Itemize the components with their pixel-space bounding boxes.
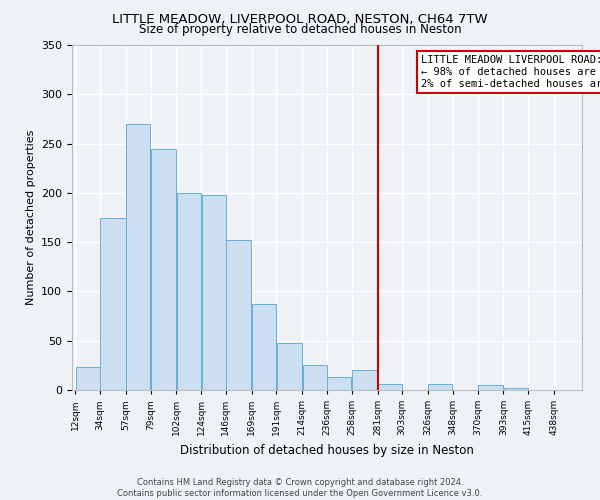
- Bar: [126, 124, 150, 390]
- Bar: [226, 240, 251, 390]
- Text: Contains HM Land Registry data © Crown copyright and database right 2024.
Contai: Contains HM Land Registry data © Crown c…: [118, 478, 482, 498]
- Text: Size of property relative to detached houses in Neston: Size of property relative to detached ho…: [139, 22, 461, 36]
- Bar: [504, 388, 528, 390]
- Bar: [352, 370, 377, 390]
- Y-axis label: Number of detached properties: Number of detached properties: [26, 130, 35, 305]
- Bar: [428, 384, 452, 390]
- Bar: [328, 377, 352, 390]
- Bar: [478, 385, 503, 390]
- Bar: [76, 368, 100, 390]
- Text: LITTLE MEADOW, LIVERPOOL ROAD, NESTON, CH64 7TW: LITTLE MEADOW, LIVERPOOL ROAD, NESTON, C…: [112, 12, 488, 26]
- Bar: [277, 342, 302, 390]
- Bar: [252, 304, 276, 390]
- Bar: [100, 218, 125, 390]
- Bar: [302, 366, 326, 390]
- Bar: [177, 193, 201, 390]
- X-axis label: Distribution of detached houses by size in Neston: Distribution of detached houses by size …: [180, 444, 474, 456]
- Bar: [378, 384, 402, 390]
- Bar: [151, 148, 176, 390]
- Bar: [202, 195, 226, 390]
- Text: LITTLE MEADOW LIVERPOOL ROAD: 280sqm
← 98% of detached houses are smaller (1,245: LITTLE MEADOW LIVERPOOL ROAD: 280sqm ← 9…: [421, 56, 600, 88]
